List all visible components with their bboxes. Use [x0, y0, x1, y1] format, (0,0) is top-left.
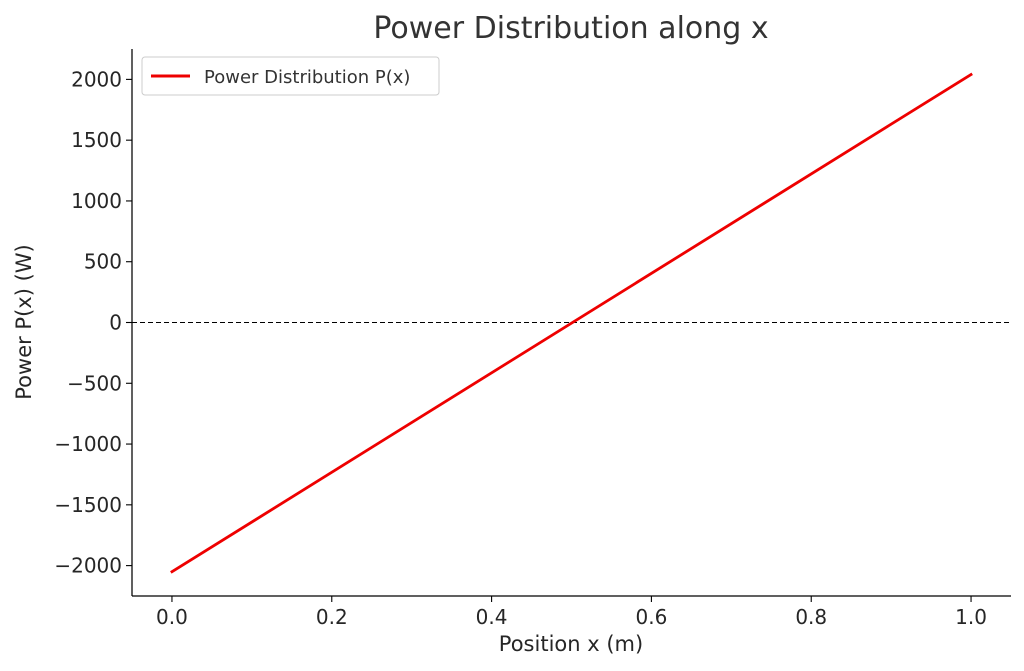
legend: Power Distribution P(x) [141, 56, 440, 96]
power-distribution-line [170, 72, 973, 574]
y-tick-label: −1500 [54, 493, 122, 517]
y-tick-label: −500 [67, 371, 122, 395]
x-tick-label: 0.4 [476, 605, 508, 629]
y-axis-label: Power P(x) (W) [12, 244, 36, 399]
y-tick-label: 2000 [71, 67, 122, 91]
y-tick-label: 1500 [71, 128, 122, 152]
plot-area: 0.0 0.2 0.4 0.6 0.8 1.0 −2000 −1500 −1000 −500 0 50… [54, 49, 1011, 629]
y-tick-label: 500 [84, 250, 122, 274]
y-tick-label: −2000 [54, 554, 122, 578]
x-tick-label: 0.2 [316, 605, 348, 629]
x-tick-label: 0.8 [795, 605, 827, 629]
legend-entry-label: Power Distribution P(x) [204, 67, 410, 88]
x-axis-label: Position x (m) [499, 632, 643, 656]
y-tick-label: 0 [109, 311, 122, 335]
x-tick-label: 0.6 [636, 605, 668, 629]
chart-title: Power Distribution along x [373, 11, 768, 46]
y-tick-label: 1000 [71, 189, 122, 213]
y-tick-label: −1000 [54, 432, 122, 456]
legend-box [141, 56, 440, 96]
x-tick-label: 0.0 [156, 605, 188, 629]
x-tick-label: 1.0 [955, 605, 987, 629]
